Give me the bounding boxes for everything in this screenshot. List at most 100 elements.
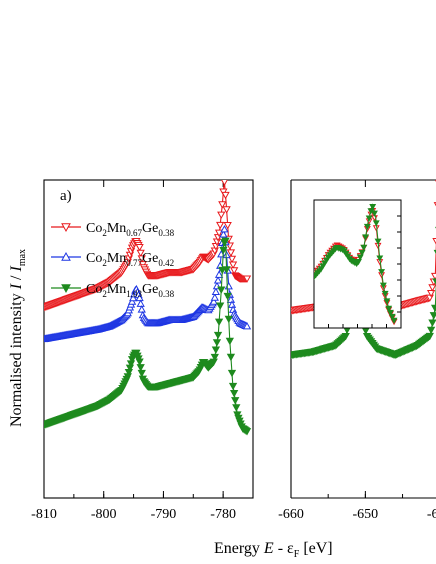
panel-a-x-ticks: -810 -800 -790 -780 (31, 180, 254, 522)
panel-a-series-0 (44, 180, 252, 312)
y-axis-label: Normalised intensity I / Imax (8, 249, 28, 427)
panel-a-point (218, 201, 227, 209)
panel-b-point (428, 319, 436, 327)
panel-a-point (127, 297, 137, 305)
panel-a-point (229, 267, 239, 275)
inset-point (369, 204, 377, 211)
inset-point (358, 250, 366, 257)
panel-a-point (221, 180, 228, 186)
panel-b-point (430, 272, 436, 281)
inset-point (383, 298, 391, 305)
panel-b-point (426, 289, 436, 298)
panel-b-point (429, 312, 436, 320)
inset-point (360, 244, 368, 252)
panel-a-series-2 (44, 237, 252, 436)
panel-a-point (211, 287, 221, 295)
inset-series (314, 203, 398, 326)
legend-label: Co2Mn0.67Ge0.38 (86, 221, 175, 238)
panel-a-point (210, 353, 219, 362)
inset-series-1 (314, 203, 398, 324)
legend-label: Co2Mn0.77Ge0.42 (86, 251, 174, 268)
panel-a-point (223, 292, 232, 301)
panel-b-point (426, 326, 436, 335)
inset-point (378, 269, 386, 276)
inset-point (387, 309, 394, 317)
legend-marker (61, 251, 71, 261)
inset-point (363, 223, 371, 231)
legend-item: Co2Mn0.77Ge0.42 (51, 251, 174, 268)
panel-a-point (225, 337, 234, 346)
panel-b-point (425, 332, 434, 341)
panel-a-point (212, 339, 222, 347)
panel-b-point (432, 237, 436, 245)
inset-point (365, 215, 373, 222)
panel-a-point (226, 353, 236, 362)
panel-a-point (136, 364, 145, 372)
panel-a-point (224, 281, 233, 290)
panel-b-point (432, 278, 436, 286)
panel-a-point (217, 286, 226, 295)
legend-item: Co2Mn1.03Ge0.38 (51, 282, 175, 299)
panel-b-x-tick-label: -640 (427, 507, 436, 522)
panel-a-point (214, 318, 224, 327)
inset-point (356, 254, 364, 261)
legend-label: Co2Mn1.03Ge0.38 (86, 282, 175, 299)
panel-a-point (211, 346, 221, 355)
panel-a-point (232, 404, 241, 412)
inset-ticks (328, 215, 401, 328)
panel-a-point (219, 230, 228, 238)
legend-marker (61, 223, 71, 233)
panel-b-x-tick-label: -660 (278, 507, 304, 522)
inset-point (385, 305, 393, 312)
panel-a-point (229, 389, 239, 398)
panel-a-point (136, 299, 145, 307)
inset-point (381, 290, 389, 298)
panel-a-point (227, 369, 237, 378)
panel-a-point (210, 293, 219, 301)
panel-a-point (135, 293, 144, 302)
panel-a-point (213, 276, 223, 284)
panel-a-point (216, 302, 225, 311)
panel-a-point (220, 224, 229, 233)
panel-b-x-tick-label: -650 (353, 507, 379, 522)
panel-a-point (231, 397, 240, 405)
panel-a-point (224, 315, 233, 324)
inset-point (390, 317, 398, 324)
panel-b-series-1 (291, 226, 436, 360)
panel-a-point (137, 305, 146, 313)
inset-point (355, 258, 362, 266)
panel-a-x-tick-label: -790 (151, 507, 177, 522)
inset-point (371, 210, 378, 217)
panel-a-point (242, 275, 252, 283)
panel-a-point (221, 191, 230, 200)
panel-a-point (135, 358, 144, 366)
panel-a-point (222, 206, 231, 214)
inset-point (362, 234, 370, 241)
inset-point (376, 255, 384, 262)
legend: Co2Mn0.67Ge0.38 Co2Mn0.77Ge0.42 Co2Mn1.03G… (51, 221, 175, 299)
x-axis-label: Energy E - εF [eV] (214, 540, 333, 560)
panel-b-point (341, 332, 350, 341)
panel-a-point (242, 428, 252, 436)
panel-a-point (219, 246, 228, 255)
panel-a-label: a) (60, 188, 72, 204)
inset-point (388, 313, 396, 321)
panel-a-point (221, 237, 230, 246)
panel-a-x-tick-label: -780 (210, 507, 236, 522)
panel-a-series (44, 180, 252, 436)
panel-a-point (228, 261, 238, 269)
panel-b-point (361, 327, 370, 335)
panel-a-point (213, 331, 223, 340)
panel-a-point (209, 297, 218, 305)
panel-a-point (214, 270, 224, 278)
panel-b-point (430, 304, 436, 313)
panel-a-point (226, 249, 236, 257)
panel-a-point (136, 249, 145, 258)
legend-marker (61, 284, 71, 294)
panel-a-point (135, 243, 144, 252)
panel-b-x-ticks: -660 -650 -640 (278, 180, 436, 522)
panel-a-x-tick-label: -810 (31, 507, 57, 522)
panel-a-point (223, 222, 232, 230)
panel-a-point (217, 211, 226, 220)
panel-a-point (242, 321, 252, 330)
